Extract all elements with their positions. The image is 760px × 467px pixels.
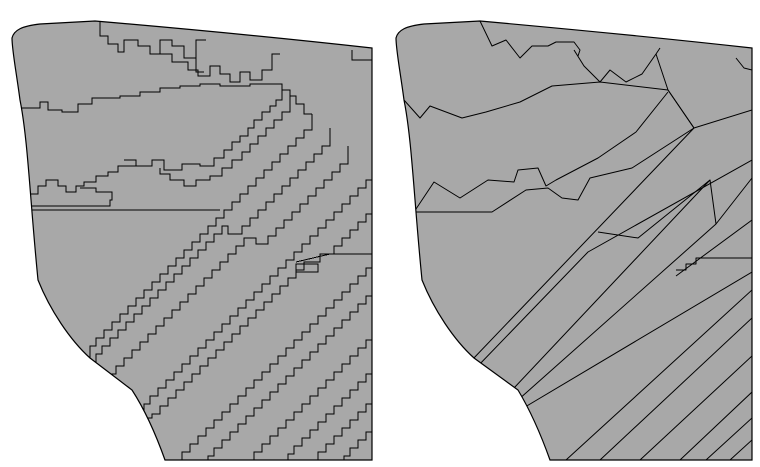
right-boundary-diag-12 (729, 439, 752, 460)
right-boundary-diag-5 (675, 219, 752, 277)
right-boundary-diag-6 (519, 271, 752, 411)
right-boundary-diag-9 (639, 355, 752, 460)
left-boundary-diag-3 (109, 146, 349, 380)
left-boundary-diag-9 (287, 373, 372, 460)
right-boundary-diag-1 (471, 127, 695, 361)
right-boundary-diag-8 (599, 317, 752, 460)
right-boundary-top (479, 21, 581, 59)
left-panel (11, 20, 373, 461)
left-boundary-diag-4 (140, 179, 372, 413)
left-boundary-diag-8 (253, 339, 372, 460)
left-boundary-box (295, 263, 319, 273)
right-boundary-diag-7 (565, 289, 752, 460)
right-panel (395, 20, 753, 461)
right-boundary-middle-band (413, 91, 669, 213)
right-boundary-diag-10 (679, 391, 752, 460)
right-boundary-diag-11 (705, 417, 752, 460)
left-boundary-diag-10 (317, 403, 372, 460)
left-boundary-horizontal-lower (295, 253, 372, 263)
left-boundary-top4 (351, 50, 372, 61)
right-boundary-top4 (735, 57, 752, 71)
left-boundary-diag-1 (89, 114, 313, 358)
left-boundary-diag-6 (181, 267, 372, 460)
right-boundary-diag-3 (513, 179, 711, 389)
right-boundary-top2 (573, 47, 661, 83)
left-boundary-top3 (184, 57, 204, 73)
left-boundary-top2 (160, 53, 280, 83)
left-boundary-diag-b (159, 96, 291, 187)
left-boundary-diag-7 (207, 295, 372, 460)
right-boundary-upper-band (403, 81, 695, 129)
left-boundary-middle-band (29, 165, 136, 202)
left-boundary-diag-5 (146, 213, 372, 419)
right-boundary-middle-band2 (414, 127, 695, 213)
left-boundary-diag-11 (343, 431, 372, 460)
left-boundary-diag-2 (92, 128, 331, 363)
left-boundary-diag-a (124, 84, 283, 171)
right-boundary-diag-4 (517, 223, 717, 401)
right-landmass (395, 20, 753, 461)
right-boundary-diag-2 (475, 159, 752, 369)
left-boundary-top (95, 21, 206, 59)
left-boundary-upper-band (19, 83, 312, 115)
left-boundary-middle-band2 (30, 187, 113, 207)
